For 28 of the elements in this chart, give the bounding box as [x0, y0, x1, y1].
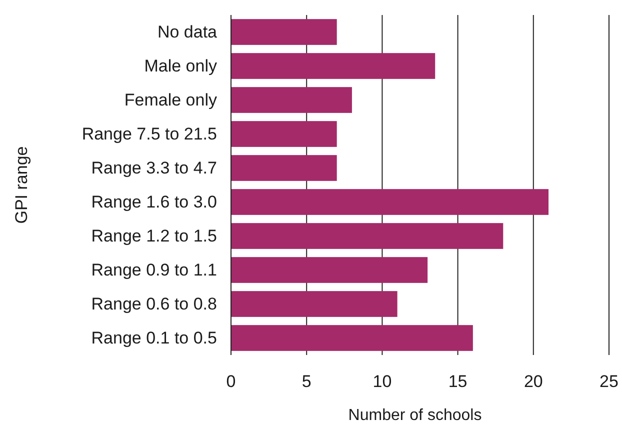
y-tick-label: Range 0.9 to 1.1 — [91, 260, 217, 280]
bar — [231, 257, 428, 283]
x-tick-label: 25 — [600, 372, 618, 392]
x-tick-label: 20 — [524, 372, 543, 392]
bar — [231, 155, 337, 181]
bar — [231, 291, 398, 317]
bar — [231, 87, 352, 113]
y-tick-label: Range 1.6 to 3.0 — [91, 192, 217, 212]
bar — [231, 325, 473, 351]
x-tick-label: 0 — [226, 372, 236, 392]
y-tick-label: Range 3.3 to 4.7 — [91, 158, 217, 178]
x-tick-label: 10 — [372, 372, 392, 392]
y-tick-label: Range 0.6 to 0.8 — [91, 294, 217, 314]
bar — [231, 19, 337, 45]
y-tick-label: No data — [157, 22, 218, 42]
bar — [231, 189, 549, 215]
x-tick-label: 5 — [302, 372, 312, 392]
bar — [231, 53, 436, 79]
y-axis-title: GPI range — [12, 146, 31, 224]
y-tick-label: Range 1.2 to 1.5 — [91, 226, 217, 246]
y-tick-label: Male only — [144, 56, 218, 76]
bar — [231, 223, 504, 249]
y-tick-label: Range 7.5 to 21.5 — [82, 124, 217, 144]
x-tick-label: 15 — [448, 372, 468, 392]
y-tick-label: Female only — [124, 90, 218, 110]
bar — [231, 121, 337, 147]
y-tick-label: Range 0.1 to 0.5 — [91, 328, 217, 348]
x-axis-title: Number of schools — [348, 407, 482, 424]
